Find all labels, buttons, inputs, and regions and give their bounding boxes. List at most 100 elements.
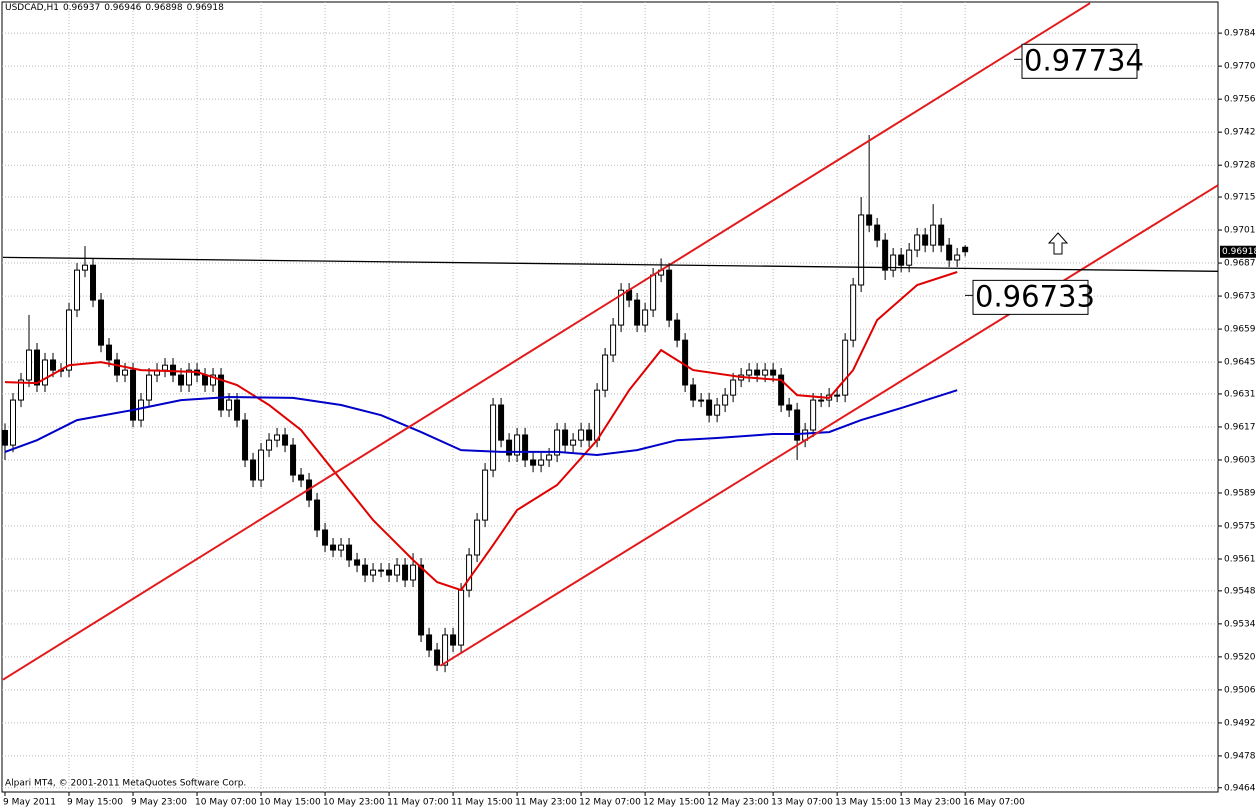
candle-body (426, 634, 433, 651)
candle-body (346, 544, 353, 561)
last-open: 0.96937 (62, 3, 101, 13)
candle-body (530, 459, 537, 466)
candle-body (378, 569, 385, 572)
x-tick-label: 11 May 23:00 (515, 798, 577, 808)
x-tick-label: 11 May 15:00 (451, 798, 513, 808)
candle-body (370, 569, 377, 576)
candle-body (882, 239, 889, 271)
candle-body (842, 339, 849, 396)
candle-body (354, 559, 361, 566)
candle-body (682, 339, 689, 386)
candle-body (50, 359, 57, 371)
x-tick-label: 10 May 15:00 (259, 798, 321, 808)
candle-body (930, 224, 937, 246)
candle-body (962, 246, 969, 253)
candle-body (546, 454, 553, 461)
candle-body (298, 474, 305, 481)
candle-body (2, 429, 9, 446)
candle-body (610, 324, 617, 356)
y-tick-label: 0.96175 (1224, 422, 1256, 432)
y-tick-label: 0.96315 (1224, 389, 1256, 399)
candle-body (450, 634, 457, 646)
candle-body (202, 374, 209, 386)
candle-body (922, 234, 929, 246)
x-tick-label: 9 May 2011 (3, 798, 56, 808)
y-tick-label: 0.97565 (1224, 95, 1256, 105)
x-tick-label: 10 May 23:00 (323, 798, 385, 808)
candle-body (90, 264, 97, 301)
candle-body (898, 254, 905, 266)
candle-body (418, 564, 425, 636)
candle-body (282, 434, 289, 446)
candle-body (178, 374, 185, 386)
candle-body (642, 309, 649, 326)
candle-body (498, 404, 505, 441)
candle-body (730, 379, 737, 396)
plot-frame (1, 1, 1219, 793)
candle-body (74, 269, 81, 311)
candle-body (218, 374, 225, 411)
candle-body (754, 369, 761, 376)
chart-title: USDCAD,H1 (5, 3, 59, 13)
candle-body (490, 404, 497, 471)
annotation-label: 0.97734 (1024, 43, 1144, 77)
candle-body (866, 214, 873, 226)
candle-body (186, 369, 193, 386)
candle-body (250, 459, 257, 481)
candle-body (634, 299, 641, 326)
candle-body (850, 284, 857, 341)
candle-body (482, 469, 489, 521)
last-high: 0.96946 (104, 3, 142, 13)
x-tick-label: 13 May 23:00 (899, 798, 961, 808)
x-tick-label: 12 May 23:00 (707, 798, 769, 808)
candle-body (746, 369, 753, 376)
x-tick-label: 12 May 07:00 (579, 798, 641, 808)
candle-body (162, 364, 169, 371)
y-tick-label: 0.96035 (1224, 455, 1256, 465)
y-tick-label: 0.97425 (1224, 128, 1256, 138)
trend-line (439, 184, 1219, 667)
candle-body (938, 224, 945, 246)
candle-body (562, 429, 569, 446)
candle-body (394, 564, 401, 576)
candle-body (706, 399, 713, 416)
candle-body (114, 359, 121, 376)
candle-body (330, 544, 337, 551)
candle-body (410, 564, 417, 581)
candle-body (138, 399, 145, 421)
annotation-box (972, 279, 1089, 315)
candle-body (714, 404, 721, 416)
candle-body (698, 399, 705, 402)
candle-body (602, 354, 609, 391)
candle-body (290, 444, 297, 476)
candle-body (130, 369, 137, 421)
candle-body (666, 269, 673, 321)
trend-line (2, 256, 1219, 272)
x-tick-label: 13 May 07:00 (771, 798, 833, 808)
candle-body (98, 299, 105, 346)
title-bar: USDCAD,H1 0.96937 0.96946 0.96898 0.96918 (5, 3, 228, 13)
candle-body (514, 434, 521, 456)
x-tick-label: 9 May 23:00 (131, 798, 187, 808)
candle-body (954, 254, 961, 261)
y-tick-label: 0.95615 (1224, 555, 1256, 565)
y-tick-label: 0.94645 (1224, 783, 1256, 793)
candle-body (890, 254, 897, 271)
candle-body (594, 389, 601, 441)
candle-body (818, 399, 825, 402)
candle-body (242, 419, 249, 461)
candle-body (234, 399, 241, 421)
candle-body (794, 409, 801, 441)
candle-body (650, 274, 657, 311)
candle-body (506, 439, 513, 456)
candle-body (674, 319, 681, 341)
candle-body (18, 379, 25, 401)
